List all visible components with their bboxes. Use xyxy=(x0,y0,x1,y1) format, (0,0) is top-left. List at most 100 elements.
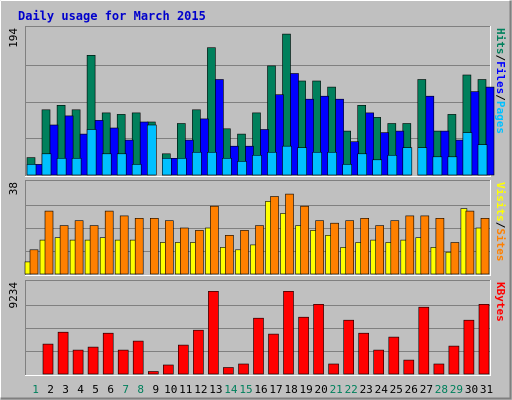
x-tick-day-22: 22 xyxy=(345,383,358,396)
bar-sites-day-30 xyxy=(465,210,475,275)
x-tick-day-26: 26 xyxy=(405,383,418,396)
bar-kbytes-day-22 xyxy=(343,319,355,375)
bar-sites-day-29 xyxy=(450,242,460,275)
panel-bottom-ymax-label: 9234 xyxy=(7,282,20,309)
bar-sites-day-18 xyxy=(285,193,294,275)
x-tick-day-12: 12 xyxy=(194,383,207,396)
bar-pages-day-14 xyxy=(222,158,232,176)
bar-kbytes-day-20 xyxy=(313,303,324,375)
bar-kbytes-day-13 xyxy=(208,290,219,375)
bar-kbytes-day-28 xyxy=(433,363,445,375)
legend-part-visits: Visits xyxy=(494,182,507,222)
legend-part-separator: / xyxy=(494,222,507,229)
panel-top: 194 Hits/Files/Pages xyxy=(7,26,507,177)
panel-bottom: 9234 KBytes xyxy=(7,280,507,376)
bar-sites-day-25 xyxy=(390,220,400,275)
bar-files-day-27 xyxy=(425,95,435,176)
bar-pages-day-20 xyxy=(312,152,322,176)
bar-kbytes-day-21 xyxy=(328,363,339,375)
bar-files-day-3 xyxy=(64,115,74,176)
bar-pages-day-9 xyxy=(147,124,157,176)
x-tick-day-11: 11 xyxy=(179,383,192,396)
bar-pages-day-30 xyxy=(462,132,473,176)
bar-kbytes-day-7 xyxy=(117,349,129,375)
x-tick-day-29: 29 xyxy=(450,383,463,396)
bar-pages-day-3 xyxy=(56,158,67,176)
bar-files-day-13 xyxy=(215,79,224,176)
bar-pages-day-17 xyxy=(267,152,277,176)
x-tick-day-30: 30 xyxy=(465,383,478,396)
bar-pages-day-10 xyxy=(162,158,172,176)
bar-pages-day-5 xyxy=(86,129,97,176)
bar-sites-day-9 xyxy=(150,218,159,275)
x-tick-day-20: 20 xyxy=(314,383,327,396)
bar-files-day-31 xyxy=(485,86,495,176)
x-tick-day-9: 9 xyxy=(152,383,159,396)
bar-pages-day-24 xyxy=(372,159,383,176)
x-tick-day-18: 18 xyxy=(284,383,297,396)
bar-kbytes-day-31 xyxy=(478,303,490,375)
bar-files-day-18 xyxy=(290,73,299,176)
legend-part-pages: Pages xyxy=(494,101,507,134)
legend-part-hits: Hits xyxy=(494,28,507,55)
x-tick-day-28: 28 xyxy=(435,383,448,396)
x-tick-day-21: 21 xyxy=(330,383,343,396)
bar-files-day-12 xyxy=(200,118,209,176)
bar-kbytes-day-14 xyxy=(223,367,234,375)
x-tick-day-2: 2 xyxy=(47,383,54,396)
x-tick-day-8: 8 xyxy=(137,383,144,396)
bar-sites-day-11 xyxy=(180,227,189,275)
bar-files-day-28 xyxy=(440,130,450,176)
bar-kbytes-day-16 xyxy=(253,317,264,375)
bar-pages-day-8 xyxy=(131,164,142,176)
bar-pages-day-4 xyxy=(71,158,82,176)
bar-kbytes-day-17 xyxy=(268,333,279,375)
bar-files-day-23 xyxy=(365,112,375,176)
x-tick-day-14: 14 xyxy=(224,383,238,396)
chart-title: Daily usage for March 2015 xyxy=(18,9,206,23)
bar-sites-day-1 xyxy=(29,249,39,275)
bar-kbytes-day-15 xyxy=(238,363,249,375)
bar-sites-day-22 xyxy=(345,220,355,275)
panel-middle: 38 Visits/Sites xyxy=(7,180,507,276)
bar-sites-day-19 xyxy=(300,205,309,275)
bar-sites-day-20 xyxy=(315,220,324,275)
bar-pages-day-15 xyxy=(237,161,247,176)
bar-kbytes-day-2 xyxy=(42,343,54,375)
x-tick-day-25: 25 xyxy=(390,383,403,396)
panel-bottom-series-legend: KBytes xyxy=(494,282,507,322)
bar-pages-day-21 xyxy=(327,152,337,176)
panel-middle-ymax-label: 38 xyxy=(7,182,20,195)
bar-sites-day-8 xyxy=(134,218,144,275)
bar-sites-day-31 xyxy=(480,218,490,275)
x-tick-day-6: 6 xyxy=(107,383,114,396)
bar-kbytes-day-24 xyxy=(373,349,385,375)
bar-pages-day-11 xyxy=(177,158,187,176)
bar-kbytes-day-5 xyxy=(87,346,99,375)
bar-pages-day-26 xyxy=(402,147,413,176)
bar-sites-day-17 xyxy=(270,196,279,275)
x-tick-day-3: 3 xyxy=(62,383,69,396)
bar-kbytes-day-8 xyxy=(132,340,144,375)
bar-pages-day-23 xyxy=(357,153,368,176)
bar-pages-day-19 xyxy=(297,147,307,176)
x-tick-day-13: 13 xyxy=(209,383,222,396)
bar-pages-day-29 xyxy=(447,156,458,176)
bar-kbytes-day-19 xyxy=(298,316,309,375)
legend-part-separator: / xyxy=(494,55,507,62)
panel-top-ymax-label: 194 xyxy=(7,28,20,48)
legend-part-kbytes: KBytes xyxy=(494,282,507,322)
bar-sites-day-14 xyxy=(225,235,234,275)
bar-sites-day-7 xyxy=(119,215,129,275)
bar-kbytes-day-4 xyxy=(72,349,84,375)
x-tick-day-17: 17 xyxy=(269,383,282,396)
bar-pages-day-13 xyxy=(207,152,217,176)
bar-kbytes-day-26 xyxy=(403,359,415,375)
legend-part-sites: Sites xyxy=(494,228,507,261)
bar-sites-day-3 xyxy=(59,225,69,275)
legend-part-separator: / xyxy=(494,94,507,101)
x-tick-day-23: 23 xyxy=(360,383,373,396)
bar-kbytes-day-12 xyxy=(193,329,204,375)
